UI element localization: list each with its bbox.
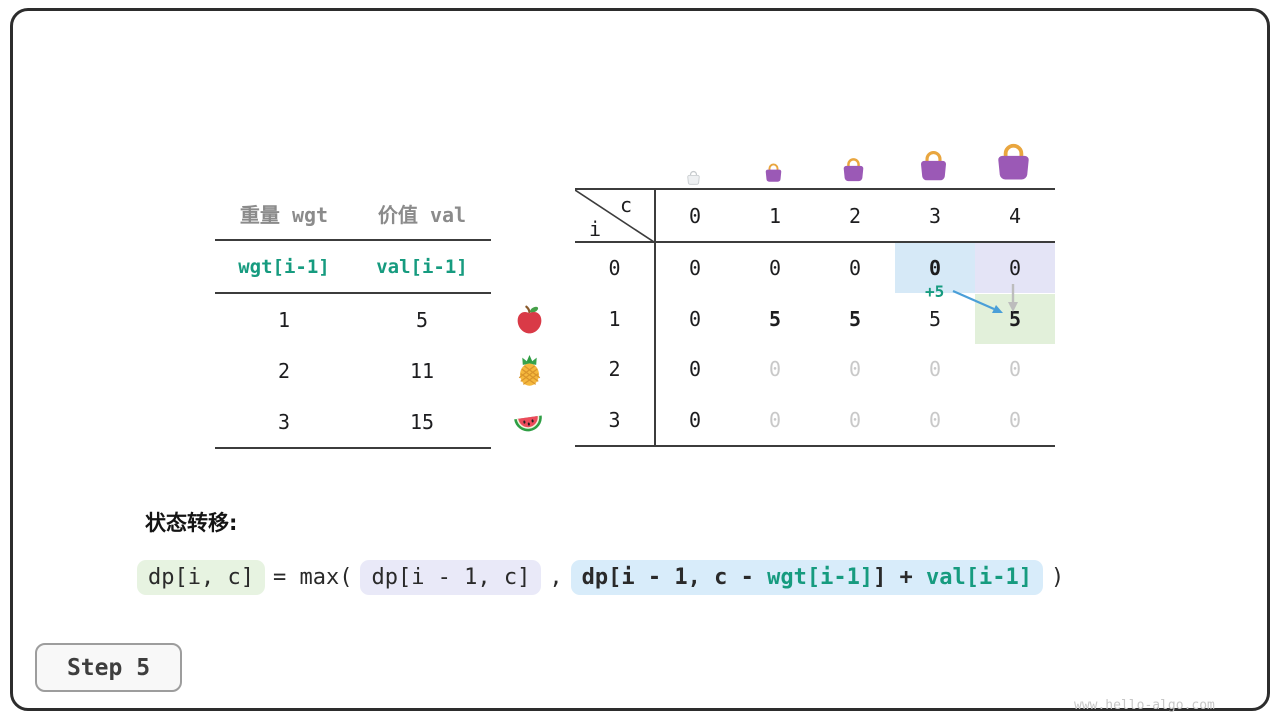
dp-cell-1-3: 5: [928, 306, 942, 331]
item-row-3: 3 15: [215, 396, 491, 447]
formula-arg2-wgt: wgt[i-1]: [767, 565, 874, 590]
transition-label: 状态转移:: [145, 511, 238, 535]
dp-cell-2-3: 0: [928, 357, 942, 382]
formula-equals-max: = max(: [272, 565, 353, 590]
dp-cell-2-1: 0: [768, 357, 782, 382]
item-2-value: 11: [409, 358, 435, 383]
pineapple-icon: [513, 354, 546, 387]
dp-cell-3-2: 0: [848, 407, 862, 432]
item-3-weight: 3: [277, 409, 291, 434]
item-2-weight: 2: [277, 358, 291, 383]
dp-cell-2-0: 0: [688, 357, 702, 382]
dp-corner-col-label: c: [619, 193, 632, 217]
dp-cell-2-4: 0: [1008, 357, 1022, 382]
dp-cell-1-4: 5: [1008, 306, 1022, 331]
watermelon-icon: [512, 405, 545, 438]
dp-cell-0-3: 0: [928, 256, 942, 281]
divider: [215, 447, 491, 449]
dp-corner-row-label: i: [589, 217, 602, 241]
formula-comma: ,: [549, 565, 563, 590]
item-table-header-row: 重量 wgt 价值 val: [215, 188, 491, 239]
bag-size-4-icon: [991, 139, 1036, 184]
item-col-header-value: 价值 val: [377, 203, 467, 227]
item-generic-wgt: wgt[i-1]: [238, 255, 330, 278]
dp-highlight-source-cell-0-3: [895, 243, 975, 293]
divider: [215, 292, 491, 294]
item-generic-val: val[i-1]: [376, 255, 468, 278]
dp-cell-3-3: 0: [928, 407, 942, 432]
dp-col-header-4: 4: [1008, 203, 1022, 228]
diagonal-line: [575, 190, 654, 242]
formula-close-paren: ): [1051, 565, 1065, 590]
transition-formula: dp[i, c] = max( dp[i - 1, c] , dp[i - 1,…: [137, 560, 1064, 595]
dp-column-headers: 0 1 2 3 4: [655, 190, 1055, 241]
item-1-value: 5: [415, 307, 429, 332]
formula-arg2-val: val[i-1]: [926, 565, 1033, 590]
divider: [654, 188, 656, 447]
dp-row-header-3: 3: [608, 407, 621, 432]
formula-arg2-part2: ] +: [873, 565, 927, 590]
item-generic-row: wgt[i-1] val[i-1]: [215, 241, 491, 292]
dp-cell-1-2: 5: [848, 306, 862, 331]
divider: [575, 445, 1055, 447]
dp-col-header-2: 2: [848, 203, 862, 228]
bag-empty-icon: [685, 169, 702, 186]
dp-highlight-source-cell-0-4: [975, 243, 1055, 293]
apple-icon: [513, 303, 546, 336]
formula-lhs-box: dp[i, c]: [137, 560, 265, 595]
dp-row-header-2: 2: [608, 357, 621, 382]
plus-value-annotation: +5: [925, 282, 945, 301]
dp-cell-0-4: 0: [1008, 256, 1022, 281]
formula-arg2-part1: dp[i - 1, c -: [581, 565, 768, 590]
item-1-weight: 1: [277, 307, 291, 332]
item-col-header-weight: 重量 wgt: [239, 203, 329, 227]
dp-cell-3-1: 0: [768, 407, 782, 432]
dp-row-header-0: 0: [608, 256, 621, 281]
dp-cell-2-2: 0: [848, 357, 862, 382]
divider: [575, 241, 1055, 243]
dp-col-header-3: 3: [928, 203, 942, 228]
divider: [575, 188, 1055, 190]
dp-cell-0-0: 0: [688, 256, 702, 281]
dp-cell-0-1: 0: [768, 256, 782, 281]
dp-cell-3-4: 0: [1008, 407, 1022, 432]
bag-size-3-icon: [915, 147, 952, 184]
divider: [215, 239, 491, 241]
dp-cell-1-0: 0: [688, 306, 702, 331]
bag-size-2-icon: [839, 155, 868, 184]
dp-row-header-1: 1: [608, 306, 621, 331]
formula-arg2-box: dp[i - 1, c - wgt[i-1]] + val[i-1]: [570, 560, 1044, 595]
dp-corner-cell: c i: [575, 190, 654, 242]
dp-cell-1-1: 5: [768, 306, 782, 331]
dp-row-headers: 0 1 2 3: [575, 243, 654, 445]
dp-col-header-0: 0: [688, 203, 702, 228]
item-row-2: 2 11: [215, 345, 491, 396]
bag-size-1-icon: [762, 161, 785, 184]
dp-cell-3-0: 0: [688, 407, 702, 432]
dp-col-header-1: 1: [768, 203, 782, 228]
watermark: www.hello-algo.com: [1074, 698, 1215, 713]
dp-table-cells: 0 0 0 0 0 0 5 5 5 5 0 0 0 0 0 0 0 0 0 0: [655, 243, 1055, 445]
item-table: 重量 wgt 价值 val wgt[i-1] val[i-1] 1 5 2 11…: [215, 188, 491, 449]
dp-cell-0-2: 0: [848, 256, 862, 281]
item-3-value: 15: [409, 409, 435, 434]
item-row-1: 1 5: [215, 294, 491, 345]
step-badge: Step 5: [35, 643, 182, 692]
formula-arg1-box: dp[i - 1, c]: [360, 560, 542, 595]
